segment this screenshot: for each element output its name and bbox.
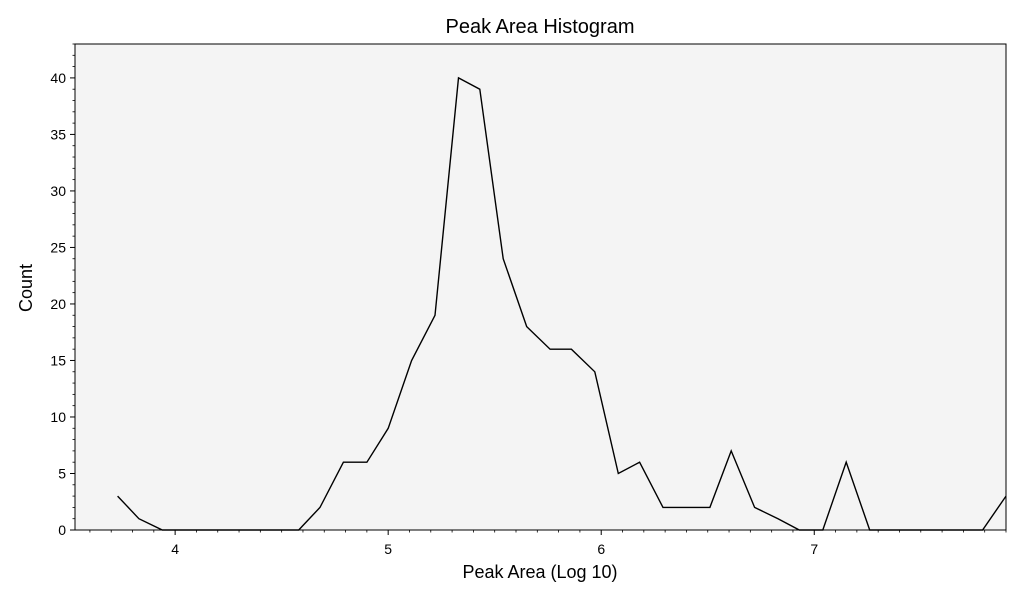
y-tick-label: 35 (50, 126, 66, 142)
y-tick-label: 10 (50, 409, 66, 425)
x-tick-label: 7 (810, 541, 818, 557)
y-axis-label: Count (16, 264, 36, 312)
x-tick-label: 4 (171, 541, 179, 557)
y-tick-label: 15 (50, 352, 66, 368)
y-tick-label: 40 (50, 70, 66, 86)
y-tick-label: 0 (58, 522, 66, 538)
y-tick-label: 30 (50, 183, 66, 199)
x-axis-label: Peak Area (Log 10) (462, 562, 617, 582)
x-tick-label: 6 (597, 541, 605, 557)
plot-area (75, 44, 1006, 530)
y-tick-label: 25 (50, 239, 66, 255)
x-axis-ticks: 4 5 6 7 (171, 530, 818, 557)
y-axis-ticks: 0 5 10 15 20 25 30 35 40 (50, 70, 75, 538)
y-tick-label: 5 (58, 465, 66, 481)
chart-title: Peak Area Histogram (446, 16, 635, 38)
y-tick-label: 20 (50, 296, 66, 312)
plot-frame (74, 43, 1007, 531)
x-tick-label: 5 (384, 541, 392, 557)
